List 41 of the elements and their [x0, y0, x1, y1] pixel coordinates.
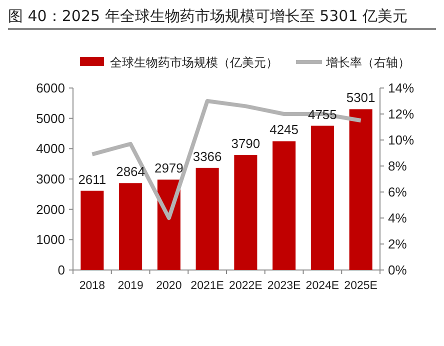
y2-tick-label: 2%	[388, 236, 408, 252]
x-tick-label: 2019	[118, 280, 144, 292]
data-label: 2611	[78, 172, 106, 187]
y2-tick-label: 10%	[388, 132, 414, 148]
data-label: 3366	[192, 148, 222, 164]
y2-tick-label: 6%	[388, 184, 408, 200]
data-label: 2864	[116, 164, 146, 180]
data-label: 2979	[154, 160, 184, 176]
y-tick-label: 2000	[36, 202, 65, 217]
x-tick-label: 2025E	[344, 280, 378, 292]
y2-tick-label: 12%	[388, 106, 414, 122]
y-tick-label: 6000	[36, 80, 65, 96]
bar	[119, 183, 142, 270]
y2-tick-label: 0%	[388, 262, 408, 278]
data-label: 4755	[308, 106, 337, 122]
data-label: 4245	[270, 122, 299, 138]
bar	[272, 141, 296, 270]
bar	[234, 155, 258, 270]
x-tick-label: 2018	[79, 280, 105, 292]
y-tick-label: 0	[58, 262, 65, 278]
x-tick-label: 2020	[156, 280, 182, 292]
y-tick-label: 4000	[36, 141, 65, 156]
legend-label: 全球生物药市场规模（亿美元）	[110, 56, 278, 70]
bar	[80, 190, 104, 270]
x-tick-label: 2023E	[267, 280, 302, 292]
bar	[196, 168, 219, 270]
bar	[310, 126, 334, 270]
y-tick-label: 5000	[36, 110, 65, 126]
bar	[349, 109, 372, 270]
y2-tick-label: 8%	[388, 158, 408, 174]
legend-label: 增长率（右轴）	[325, 56, 410, 70]
x-tick-label: 2024E	[306, 280, 340, 292]
x-tick-label: 2021E	[190, 280, 224, 292]
data-label: 5301	[346, 90, 376, 106]
y2-tick-label: 14%	[388, 80, 414, 96]
x-tick-label: 2022E	[229, 280, 263, 292]
y-tick-label: 3000	[36, 172, 65, 186]
data-label: 3790	[231, 136, 260, 152]
chart-title: 图 40：2025 年全球生物药市场规模可增长至 5301 亿美元	[8, 7, 408, 25]
y2-tick-label: 4%	[388, 210, 408, 226]
y-tick-label: 1000	[36, 232, 65, 248]
